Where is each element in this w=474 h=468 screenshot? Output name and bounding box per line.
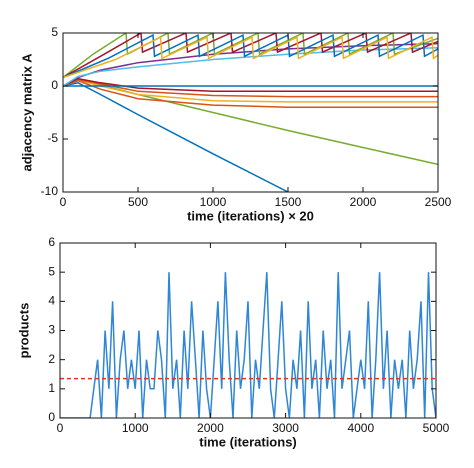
series-line <box>63 77 438 93</box>
x-tick-label: 0 <box>57 421 64 435</box>
series-line <box>63 33 438 79</box>
axes-frame <box>59 242 437 419</box>
y-tick-label: 0 <box>51 78 58 92</box>
series-line <box>63 82 289 192</box>
x-tick-label: 2000 <box>197 421 224 435</box>
series-line <box>63 79 438 108</box>
x-tick-label: 4000 <box>347 421 374 435</box>
y-tick-label: 4 <box>48 294 55 308</box>
y-axis-label: adjacency matrix A <box>19 53 34 172</box>
y-tick-label: 0 <box>48 410 55 424</box>
y-tick-label: 3 <box>48 323 55 337</box>
plot-area <box>60 272 436 418</box>
x-tick-label: 5000 <box>423 421 450 435</box>
x-tick-label: 1500 <box>275 195 302 209</box>
y-axis-label: products <box>16 303 31 359</box>
axes-frame <box>62 32 439 193</box>
series-line <box>63 78 438 98</box>
x-axis-label: time (iterations) × 20 <box>187 208 314 223</box>
x-tick-label: 500 <box>128 195 148 209</box>
x-tick-label: 1000 <box>200 195 227 209</box>
plot-area <box>63 33 438 192</box>
y-tick-label: 2 <box>48 352 55 366</box>
series-line <box>60 272 436 418</box>
x-tick-label: 2500 <box>425 195 452 209</box>
x-tick-label: 0 <box>60 195 67 209</box>
y-tick-label: 5 <box>51 25 58 39</box>
series-line <box>63 36 438 79</box>
y-tick-label: 5 <box>48 264 55 278</box>
y-tick-label: 1 <box>48 381 55 395</box>
x-tick-label: 2000 <box>350 195 377 209</box>
x-tick-label: 1000 <box>122 421 149 435</box>
y-tick-label: 6 <box>48 235 55 249</box>
y-tick-label: -5 <box>47 131 58 145</box>
series-line <box>63 47 438 87</box>
x-tick-label: 3000 <box>272 421 299 435</box>
y-tick-label: -10 <box>41 184 59 198</box>
x-axis-label: time (iterations) <box>199 434 297 449</box>
